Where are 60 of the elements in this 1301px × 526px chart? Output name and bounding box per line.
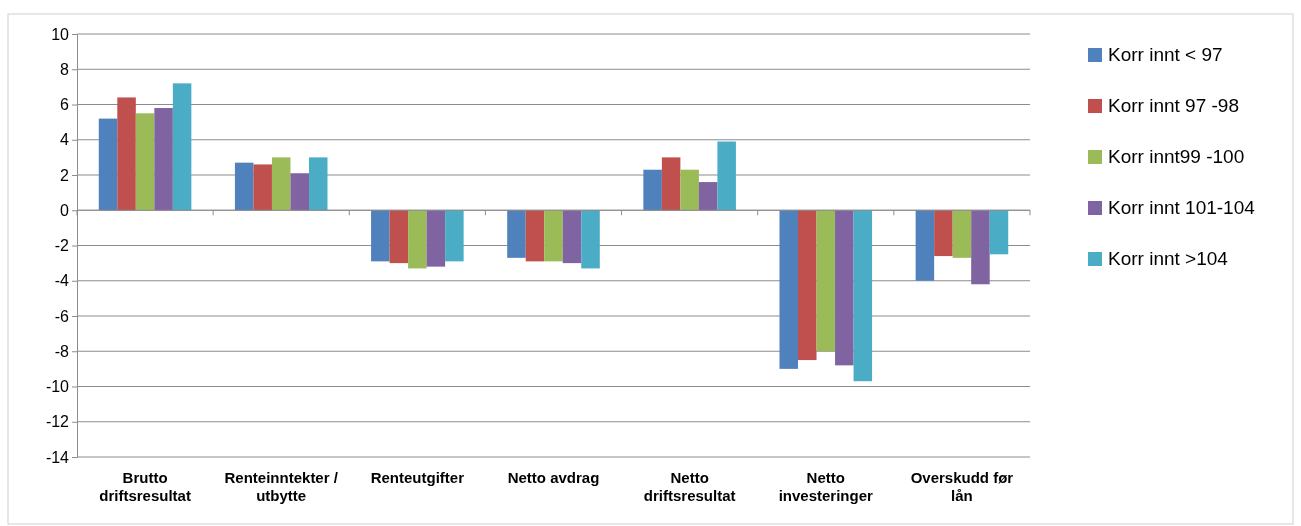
bar: [445, 210, 464, 262]
bar: [853, 210, 873, 382]
x-tick-label: Netto avdrag: [507, 469, 600, 486]
bar: [117, 97, 136, 211]
y-tick-label: -12: [45, 413, 70, 431]
bar: [426, 210, 446, 267]
bar: [717, 141, 736, 211]
bar: [135, 113, 155, 211]
bar: [562, 210, 582, 264]
bar: [779, 210, 799, 369]
bar: [661, 157, 681, 211]
y-tick-label: -10: [45, 378, 70, 396]
bar: [643, 169, 662, 211]
y-tick-label: -14: [45, 448, 70, 466]
x-tick-label: Renteutgifter: [370, 469, 465, 486]
bar: [952, 210, 972, 258]
y-tick-label: 0: [60, 201, 70, 219]
y-tick-label: -2: [54, 237, 70, 255]
bar: [989, 210, 1009, 255]
bar: [290, 173, 309, 211]
bar: [507, 210, 526, 258]
bar: [680, 169, 699, 211]
legend-label: Korr innt < 97: [1108, 44, 1223, 65]
x-tick-label: Brutto driftsresultat: [99, 469, 191, 504]
x-tick-label: Netto investeringer: [778, 469, 874, 504]
y-tick-label: -4: [54, 272, 70, 290]
legend-label: Korr innt >104: [1108, 248, 1229, 269]
bar: [698, 182, 718, 211]
bar: [371, 210, 390, 262]
y-tick-label: -6: [54, 307, 70, 325]
y-tick-label: 8: [60, 60, 70, 78]
y-tick-label: 4: [60, 131, 70, 149]
bar: [915, 210, 935, 281]
bar: [525, 210, 545, 262]
bar: [544, 210, 563, 262]
bar: [234, 162, 254, 211]
y-tick-label: 2: [60, 166, 70, 184]
bar: [308, 157, 328, 211]
x-tick-label: Overskudd før lån: [910, 469, 1014, 504]
bar: [271, 157, 291, 211]
legend-label: Korr innt 97 -98: [1108, 95, 1239, 116]
y-tick-label: 10: [51, 25, 70, 43]
bar: [389, 210, 409, 264]
y-tick-label: -8: [54, 342, 70, 360]
bar: [798, 210, 817, 361]
bar: [835, 210, 854, 366]
legend-label: Korr innt 101-104: [1108, 197, 1256, 218]
bar: [816, 210, 836, 352]
bar: [253, 164, 272, 211]
bar: [154, 108, 173, 211]
legend-label: Korr innt99 -100: [1108, 146, 1245, 167]
bar: [98, 118, 118, 211]
bar: [172, 83, 192, 211]
bar: [408, 210, 427, 269]
y-tick-label: 6: [60, 96, 70, 114]
x-tick-label: Netto driftsresultat: [643, 469, 736, 504]
bar: [934, 210, 953, 257]
bar: [971, 210, 990, 285]
bar: [581, 210, 600, 269]
x-tick-label: Renteinntekter / utbytte: [224, 469, 339, 504]
